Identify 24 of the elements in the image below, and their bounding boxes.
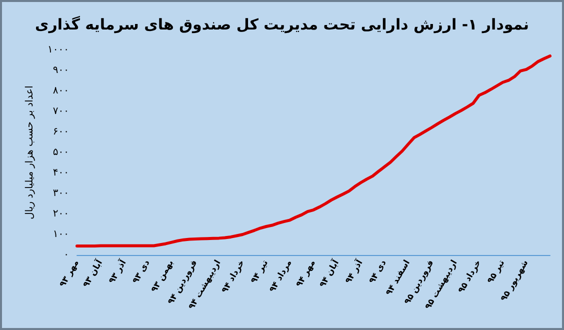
x-tick-label: آذر ۹۴ xyxy=(342,256,366,286)
y-tick-label: ۱۰۰ xyxy=(52,229,69,240)
y-tick-label: ۸۰۰ xyxy=(52,86,69,96)
x-tick-label: مهر ۹۴ xyxy=(294,258,318,290)
y-tick-label: ۲۰۰ xyxy=(52,208,69,220)
x-tick-label: تیر ۹۵ xyxy=(486,258,508,286)
y-tick-label: ۴۰۰ xyxy=(52,168,69,178)
y-tick-label: ۶۰۰ xyxy=(52,126,69,138)
x-tick-label: آذر ۹۳ xyxy=(106,256,130,286)
chart-title: نمودار ۱- ارزش دارایی تحت مدیریت کل صندوق های سرمایه گذاری xyxy=(34,16,530,34)
x-tick-label: خرداد ۹۴ xyxy=(220,258,247,295)
x-tick-label: مهر ۹۳ xyxy=(58,258,82,290)
y-tick-label: ۵۰۰ xyxy=(52,147,69,158)
line-series xyxy=(76,54,552,248)
x-tick-label: آبان ۹۴ xyxy=(316,256,342,290)
y-tick-label: ۹۰۰ xyxy=(52,65,69,76)
x-tick-label: خرداد ۹۵ xyxy=(456,258,484,295)
y-tick-label: ۳۰۰ xyxy=(52,188,69,199)
y-tick-label: ۰ xyxy=(64,250,69,260)
y-axis-title: اعداد بر حسب هزار میلیارد ریال xyxy=(24,86,36,220)
y-tick-label: ۷۰۰ xyxy=(52,106,69,117)
x-tick-label: دی ۹۴ xyxy=(367,258,390,286)
y-tick-label: ۱۰۰۰ xyxy=(48,44,69,56)
x-tick-label: آبان ۹۳ xyxy=(80,256,106,290)
